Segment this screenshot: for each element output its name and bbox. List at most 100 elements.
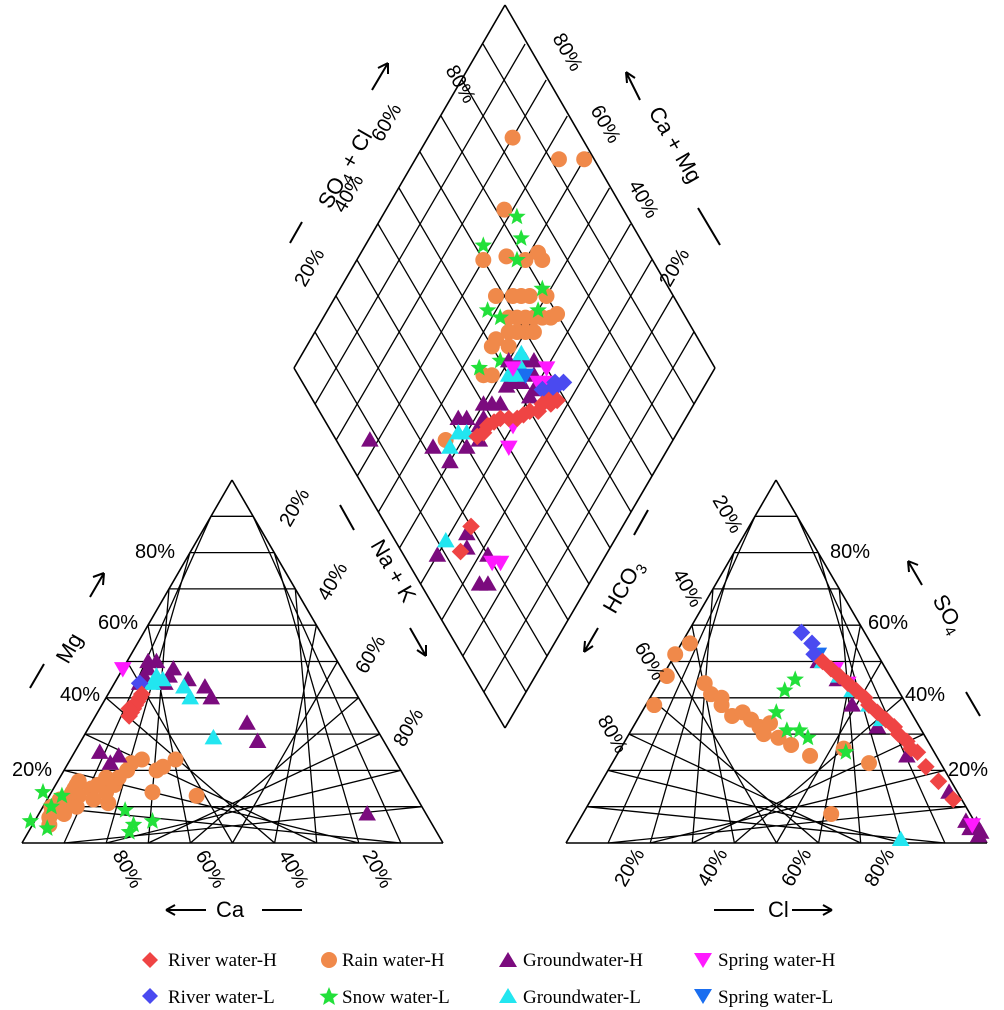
hco3-dash <box>633 509 649 536</box>
anion-rain-h-point <box>667 646 684 663</box>
tick-label: 40% <box>624 177 663 223</box>
cation-triangle-gridline <box>231 661 339 844</box>
cation-rain-h-point <box>100 795 117 812</box>
anion-triangle-gridline <box>838 588 862 844</box>
cation-snow-l-point <box>143 812 162 829</box>
legend-item-rain-h: Rain water-H <box>321 950 445 971</box>
cation-rain-h-point <box>167 751 184 768</box>
diamond-gridline <box>314 43 526 405</box>
cation-rain-h-point <box>70 773 87 790</box>
cation-ground-h-point <box>164 659 183 676</box>
mg-arrow-icon <box>89 572 105 598</box>
anion-triangle-gridline <box>796 516 946 844</box>
cation-ground-l-point <box>204 728 223 745</box>
diamond-ground-h-point <box>428 546 447 562</box>
diamond-rain-h-point <box>576 151 593 168</box>
tick-label: 20% <box>948 759 988 781</box>
tick-label: 80% <box>389 705 428 751</box>
legend-label: Groundwater-H <box>523 950 643 971</box>
ca-arrow-icon <box>165 904 206 916</box>
tick-label: 40% <box>60 684 100 706</box>
cation-triangle-gridline <box>294 588 318 844</box>
cation-snow-l-point <box>53 786 71 804</box>
diamond-spring-h-point <box>504 361 522 377</box>
anion-snow-l-point <box>767 703 786 720</box>
anion-river-l-point <box>803 634 821 653</box>
diamond-ground-h-point <box>497 377 516 393</box>
tick-label: 20% <box>655 245 694 291</box>
diamond-river-h-point <box>491 409 510 428</box>
cation-ground-h-point <box>202 689 221 705</box>
diamond-marker-icon <box>142 952 158 968</box>
diamond-ground-h-point <box>521 388 539 404</box>
diamond-river-h-point <box>548 391 566 410</box>
cation-ca-ticks: 80% 60% 40% 20% <box>108 847 397 893</box>
anion-cl-ticks: 20% 40% 60% 80% <box>610 845 899 891</box>
chart-grids <box>21 4 988 844</box>
diamond-river-h-point <box>529 402 548 420</box>
diamond-ground-l-point <box>437 532 455 548</box>
cation-rain-h-point <box>68 798 85 815</box>
diamond-river-h-point <box>462 517 480 536</box>
triangle-up-marker-icon <box>499 952 517 967</box>
cation-river-h-point <box>120 699 138 718</box>
diamond-spring-h-point <box>537 361 556 377</box>
anion-river-h-point <box>944 790 963 809</box>
tick-label: 80% <box>108 847 147 893</box>
anion-triangle-gridline <box>817 625 862 844</box>
cation-rain-h-point <box>56 805 73 822</box>
anion-rain-h-point <box>646 697 663 714</box>
diamond-ground-l-point <box>499 366 518 382</box>
diamond-snow-l-point <box>508 207 526 225</box>
diamond-rain-h-point <box>483 338 500 355</box>
tick-label: 20% <box>610 845 649 891</box>
tick-label: 60% <box>191 847 230 893</box>
star-marker-icon <box>319 987 339 1005</box>
diamond-ground-h-point <box>424 438 442 454</box>
tick-label: 20% <box>290 245 329 291</box>
ca-mg-arrow-icon <box>625 71 641 101</box>
anion-river-h-point <box>898 732 916 751</box>
cation-ground-h-point <box>358 805 376 821</box>
anion-rain-h-point <box>762 715 779 732</box>
legend-item-ground-h: Groundwater-H <box>499 950 643 971</box>
anion-rain-h-point <box>713 697 730 714</box>
tick-label: 40% <box>905 684 945 706</box>
diamond-gridline <box>398 187 611 549</box>
anion-triangle-gridline <box>586 806 945 844</box>
tick-label: 80% <box>135 541 175 563</box>
legend-label: Snow water-L <box>342 987 450 1008</box>
cation-triangle-gridline <box>42 806 401 844</box>
tick-label: 60% <box>586 102 625 148</box>
legend-label: Rain water-H <box>342 950 445 971</box>
anion-snow-l-point <box>786 670 804 688</box>
anion-river-h-point <box>929 772 948 791</box>
diamond-rain-h-point <box>487 288 504 304</box>
anion-river-l-point <box>805 645 823 664</box>
diamond-snow-l-point <box>474 236 493 254</box>
legend-label: River water-L <box>168 987 275 1008</box>
chart-marks <box>21 129 990 846</box>
legend: River water-H Rain water-H Groundwater-H… <box>142 950 836 1008</box>
tick-label: 60% <box>351 632 390 678</box>
diamond-rain-h-point <box>500 338 517 355</box>
diamond-river-h-point <box>474 424 493 442</box>
axis-label-cl: Cl <box>768 897 789 922</box>
cation-rain-h-point <box>144 784 161 801</box>
tick-label: 20% <box>358 847 397 893</box>
cation-ground-h-point <box>109 747 128 763</box>
diamond-rain-h-point <box>521 288 538 304</box>
tick-label: 60% <box>98 612 138 634</box>
legend-label: Spring water-L <box>718 987 833 1008</box>
cation-ground-h-point <box>238 714 256 730</box>
legend-item-spring-h: Spring water-H <box>694 950 836 971</box>
anion-triangle-gridline <box>607 769 903 844</box>
diamond-ground-l-point <box>449 424 468 440</box>
anion-river-h-point <box>917 757 935 776</box>
cation-mg-ticks: 80% 60% 40% 20% <box>12 541 175 781</box>
diamond-snow-l-point <box>508 250 526 268</box>
cation-snow-l-point <box>21 812 40 829</box>
diamond-rain-h-point <box>550 151 567 168</box>
anion-snow-l-point <box>799 728 817 746</box>
anion-rain-h-point <box>802 747 819 764</box>
